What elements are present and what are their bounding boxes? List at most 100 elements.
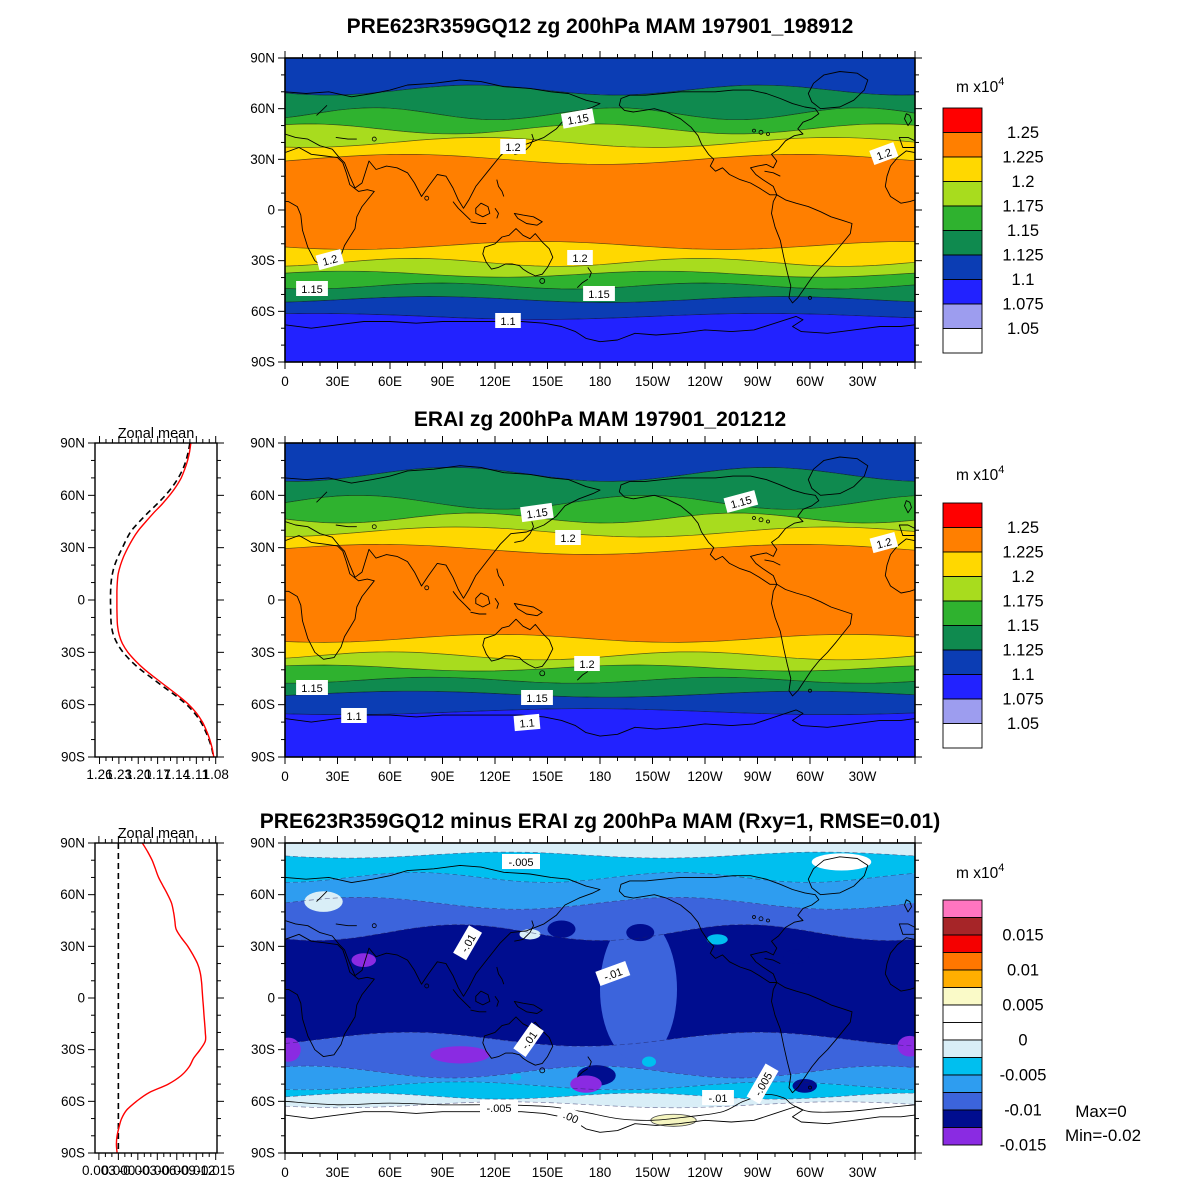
lat-tick-label: 60S: [251, 304, 275, 319]
coastline: [884, 538, 915, 594]
coastline: [285, 465, 601, 599]
coastline: [764, 559, 781, 566]
contour-label-text: .00: [561, 1109, 580, 1126]
lon-tick-label: 90E: [430, 769, 454, 784]
zonal-lat-label: 60S: [61, 1094, 85, 1109]
contour-line: [285, 1065, 915, 1079]
contour-label: 1.2: [500, 139, 526, 154]
colorbar-swatch: [942, 674, 983, 700]
contour-band: [285, 852, 915, 883]
zonal-lat-label: 30N: [60, 540, 85, 555]
colorbar-swatch: [942, 1004, 983, 1023]
colorbar-swatch: [942, 649, 983, 675]
lat-tick-label: 90S: [251, 1146, 275, 1161]
coastlines: [285, 71, 915, 343]
coastline: [475, 202, 491, 218]
colorbar-label: 1.05: [1007, 715, 1039, 733]
contour-label-text: 1.1: [346, 711, 361, 723]
coastline: [514, 920, 534, 942]
contour-band: [285, 1101, 915, 1153]
lon-tick-label: 90W: [744, 769, 772, 784]
colorbar-swatch: [942, 551, 983, 577]
coastlines: [285, 456, 915, 737]
zonal-frame: [94, 442, 218, 758]
zonal-mean-plot-2: 90N60N30N030S60S90S1.261.231.201.171.141…: [60, 436, 229, 783]
lat-tick-label: 30N: [250, 152, 275, 167]
contour-line: [285, 137, 915, 148]
lon-tick-label: 60E: [378, 769, 402, 784]
contour-line: [285, 1092, 915, 1100]
colorbar-label: 1.05: [1007, 320, 1039, 338]
coastline: [470, 611, 487, 615]
coastline: [496, 966, 505, 985]
colorbar-swatch: [942, 899, 983, 918]
lon-tick-label: 180: [589, 1165, 612, 1180]
colorbar-label: 1.15: [1007, 222, 1039, 240]
contour-band: [285, 241, 915, 267]
contour-label: 1.1: [495, 313, 521, 328]
lon-tick-label: 150E: [532, 1165, 564, 1180]
island: [766, 132, 770, 136]
lon-tick-label: 60W: [796, 1165, 824, 1180]
colorbar-label: 1.1: [1012, 271, 1035, 289]
lon-tick-label: 90W: [744, 1165, 772, 1180]
lon-tick-label: 150E: [532, 769, 564, 784]
coastline: [335, 923, 357, 927]
colorbar-swatch: [942, 303, 983, 329]
contour-line: [285, 690, 915, 698]
contour-blob: [547, 920, 576, 938]
colorbar-swatch: [942, 625, 983, 651]
contour-blob: [570, 1075, 602, 1093]
colorbar-swatch: [942, 230, 983, 256]
island: [758, 916, 764, 922]
zonal-x-label: -0.003: [119, 1163, 157, 1178]
contour-label-text: -.01: [709, 1093, 728, 1105]
lon-tick-label: 120E: [479, 374, 511, 389]
coastline: [496, 179, 505, 197]
island: [371, 136, 377, 142]
island: [539, 1067, 546, 1074]
lat-tick-label: 60S: [251, 697, 275, 712]
coastline: [316, 890, 328, 902]
contour-label-text: 1.15: [301, 683, 322, 695]
lat-tick-label: 90S: [251, 750, 275, 765]
colorbar-swatch: [942, 205, 983, 231]
panel3-zonal-title: Zonal mean: [118, 826, 195, 842]
lon-tick-label: 180: [589, 374, 612, 389]
coastline: [807, 456, 869, 496]
lon-tick-label: 90E: [430, 374, 454, 389]
coastline: [904, 500, 912, 514]
coastline: [470, 221, 487, 224]
contour-label: -.005: [502, 854, 540, 869]
contour-line: [285, 544, 915, 555]
units-label: m x104: [956, 464, 1004, 484]
contour-line: [285, 467, 915, 482]
contour-blob: [706, 934, 728, 945]
contour-band: [285, 513, 915, 537]
contour-band: [285, 1032, 915, 1078]
coastline: [285, 315, 915, 343]
coastline: [807, 71, 869, 110]
colorbar-label: 0.005: [1002, 997, 1043, 1015]
contour-blob: [792, 1078, 817, 1093]
coastline: [496, 568, 505, 587]
lon-tick-label: 0: [281, 1165, 289, 1180]
map-ticks: [278, 436, 922, 764]
contour-band: [285, 677, 915, 698]
contour-band: [285, 544, 915, 643]
contour-line: [285, 258, 915, 267]
contour-band: [285, 634, 915, 660]
colorbar-swatch: [942, 107, 983, 133]
contour-label-text: 1.1: [500, 316, 515, 328]
coastline: [452, 989, 471, 1009]
island: [808, 1085, 812, 1090]
colorbar-label: -0.005: [1000, 1067, 1047, 1085]
coastline: [513, 1000, 543, 1014]
lon-tick-label: 90W: [744, 374, 772, 389]
coastline: [475, 592, 491, 608]
zonal-lat-label: 60N: [60, 887, 85, 902]
contour-blob: [285, 1037, 301, 1062]
contour-band: [285, 1093, 915, 1108]
